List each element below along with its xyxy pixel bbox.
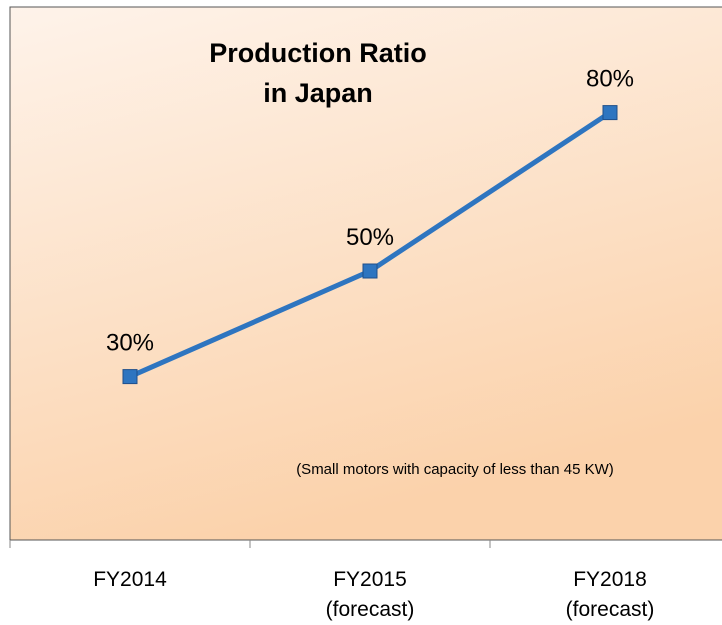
marker: [602, 105, 618, 121]
marker: [122, 369, 138, 385]
x-tick-label: FY2014: [93, 568, 167, 591]
x-tick-label: FY2015 (forecast): [326, 568, 415, 621]
chart-title: Production Ratio in Japan: [209, 38, 427, 108]
note: (Small motors with capacity of less than…: [296, 461, 614, 478]
x-tick-label: FY2018 (forecast): [566, 568, 655, 621]
marker: [362, 263, 378, 279]
data-label: 80%: [586, 66, 634, 93]
data-label: 50%: [346, 224, 394, 251]
data-label: 30%: [106, 330, 154, 357]
